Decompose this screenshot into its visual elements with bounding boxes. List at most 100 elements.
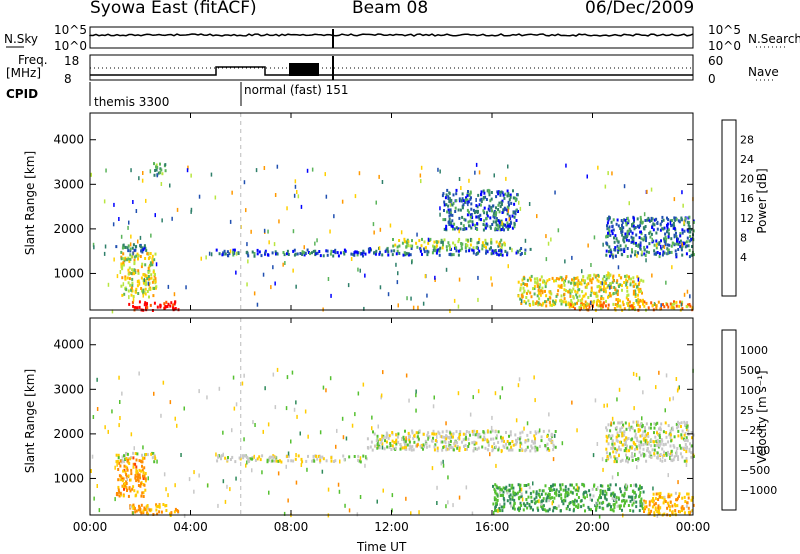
- heatmap-cell: [653, 511, 656, 515]
- heatmap-cell: [524, 252, 527, 255]
- heatmap-cell: [318, 250, 321, 253]
- heatmap-cell: [557, 289, 560, 293]
- scatter-cell: [348, 508, 351, 513]
- heatmap-cell: [661, 439, 664, 443]
- heatmap-cell: [535, 495, 538, 499]
- heatmap-cell: [370, 440, 373, 444]
- scatter-cell: [401, 437, 403, 441]
- heatmap-cell: [159, 304, 162, 308]
- heatmap-cell: [686, 228, 689, 232]
- heatmap-cell: [638, 289, 641, 293]
- heatmap-cell: [221, 454, 223, 458]
- heatmap-cell: [395, 442, 398, 446]
- heatmap-cell: [615, 254, 617, 258]
- heatmap-cell: [655, 439, 658, 443]
- heatmap-cell: [174, 300, 177, 304]
- scatter-cell: [351, 423, 354, 428]
- scatter-cell: [389, 223, 392, 228]
- heatmap-cell: [508, 494, 511, 498]
- scatter-cell: [91, 454, 94, 459]
- heatmap-cell: [482, 209, 485, 213]
- heatmap-cell: [495, 509, 498, 513]
- heatmap-cell: [503, 196, 506, 200]
- heatmap-cell: [126, 246, 129, 250]
- heatmap-cell: [655, 217, 658, 221]
- scatter-cell: [508, 217, 511, 222]
- scatter-cell: [245, 208, 247, 213]
- scatter-cell: [612, 255, 614, 260]
- heatmap-cell: [131, 246, 134, 250]
- heatmap-cell: [491, 209, 493, 213]
- heatmap-cell: [649, 426, 652, 430]
- heatmap-cell: [519, 286, 522, 290]
- scatter-cell: [215, 452, 217, 457]
- heatmap-cell: [624, 244, 627, 248]
- heatmap-cell: [360, 251, 363, 255]
- heatmap-cell: [403, 446, 406, 449]
- heatmap-cell: [422, 447, 424, 451]
- heatmap-cell: [664, 458, 667, 462]
- heatmap-cell: [552, 506, 555, 510]
- heatmap-cell: [426, 253, 429, 257]
- heatmap-cell: [616, 448, 618, 452]
- heatmap-cell: [232, 253, 235, 257]
- heatmap-cell: [652, 492, 655, 496]
- heatmap-cell: [663, 237, 666, 241]
- heatmap-cell: [687, 244, 690, 248]
- heatmap-cell: [559, 483, 562, 487]
- heatmap-cell: [626, 216, 629, 220]
- heatmap-cell: [498, 210, 501, 214]
- heatmap-cell: [137, 292, 140, 295]
- scatter-cell: [354, 412, 356, 417]
- heatmap-cell: [604, 489, 607, 493]
- heatmap-cell: [625, 223, 628, 227]
- heatmap-cell: [628, 277, 630, 281]
- heatmap-cell: [469, 215, 472, 219]
- heatmap-cell: [119, 493, 122, 497]
- heatmap-cell: [600, 288, 603, 292]
- heatmap-cell: [683, 433, 686, 437]
- heatmap-cell: [148, 508, 151, 512]
- heatmap-cell: [608, 435, 611, 439]
- heatmap-cell: [137, 484, 140, 487]
- heatmap-cell: [487, 188, 490, 192]
- heatmap-cell: [532, 287, 534, 291]
- scatter-cell: [167, 493, 169, 498]
- heatmap-cell: [246, 250, 249, 254]
- heatmap-cell: [573, 307, 576, 311]
- heatmap-cell: [661, 496, 664, 500]
- scatter-cell: [118, 423, 120, 428]
- heatmap-cell: [650, 422, 652, 426]
- heatmap-cell: [443, 200, 446, 204]
- scatter-cell: [434, 278, 436, 282]
- heatmap-cell: [537, 288, 540, 292]
- heatmap-cell: [443, 209, 445, 212]
- scatter-cell: [590, 263, 592, 267]
- heatmap-cell: [551, 440, 554, 444]
- heatmap-cell: [565, 491, 567, 495]
- heatmap-cell: [343, 458, 346, 462]
- heatmap-cell: [446, 248, 448, 252]
- heatmap-cell: [404, 443, 407, 447]
- heatmap-cell: [612, 421, 615, 425]
- heatmap-cell: [509, 193, 512, 197]
- heatmap-cell: [658, 252, 661, 256]
- heatmap-cell: [389, 442, 392, 445]
- heatmap-cell: [330, 249, 333, 253]
- heatmap-cell: [402, 438, 405, 442]
- heatmap-cell: [256, 252, 259, 256]
- heatmap-cell: [237, 252, 240, 255]
- heatmap-cell: [608, 245, 611, 249]
- heatmap-cell: [624, 274, 627, 278]
- heatmap-cell: [669, 500, 672, 504]
- heatmap-cell: [623, 281, 626, 284]
- scatter-cell: [424, 274, 427, 279]
- heatmap-cell: [623, 492, 626, 496]
- heatmap-cell: [656, 421, 659, 425]
- heatmap-cell: [678, 492, 681, 496]
- heatmap-cell: [557, 504, 560, 508]
- heatmap-cell: [133, 507, 136, 511]
- heatmap-cell: [654, 422, 657, 426]
- heatmap-cell: [509, 501, 512, 505]
- heatmap-cell: [607, 284, 610, 288]
